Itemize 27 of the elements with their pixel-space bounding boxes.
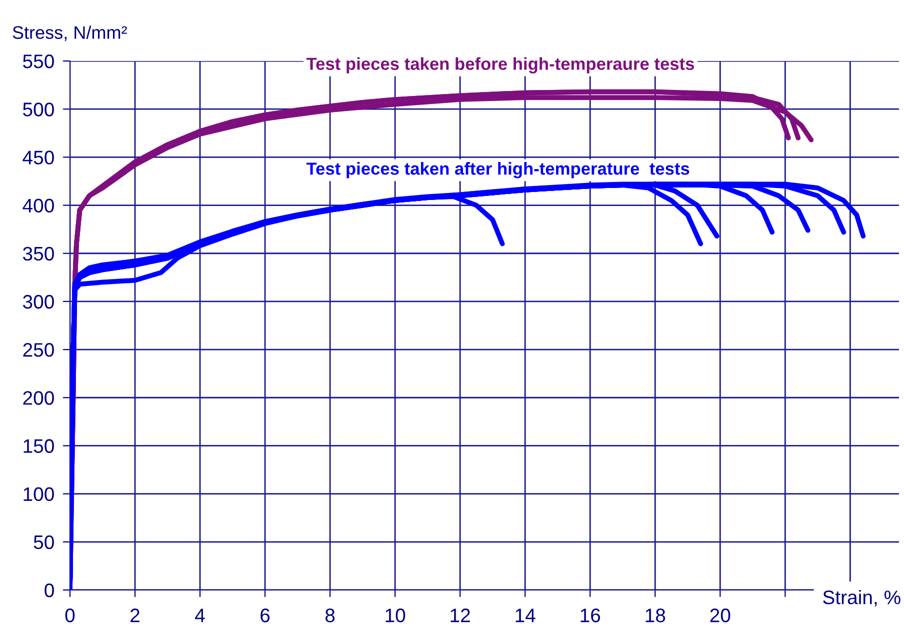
y-tick-label: 250 (23, 343, 54, 357)
y-tick-label: 400 (22, 198, 54, 213)
x-tick-label: 16 (580, 608, 600, 622)
x-tick-label: 20 (710, 608, 730, 622)
x-tick-label: 10 (386, 608, 406, 622)
y-tick-label: 500 (23, 102, 54, 116)
x-tick-label: 6 (260, 608, 270, 622)
y-tick-label: 200 (23, 391, 54, 405)
y-tick-label: 0 (44, 583, 54, 598)
x-axis-title: Strain, % (823, 590, 900, 607)
y-tick-label: 450 (22, 150, 54, 164)
y-tick-label: 550 (23, 54, 54, 68)
y-tick-label: 350 (22, 246, 54, 261)
x-tick-label: 0 (65, 608, 75, 622)
y-tick-label: 100 (24, 487, 54, 502)
x-tick-label: 8 (325, 608, 335, 622)
y-tick-label: 150 (24, 439, 54, 453)
x-tick-label: 12 (450, 608, 470, 622)
x-tick-label: 18 (646, 608, 666, 622)
y-tick-label: 50 (34, 535, 54, 550)
text: Test pieces taken after high-temperature tests (306, 162, 690, 178)
y-axis-title: Stress, N/mm² (12, 26, 127, 42)
x-tick-label: 4 (195, 608, 205, 622)
x-tick-label: 14 (516, 608, 536, 622)
series-label: Test pieces taken before high-temperaure tests (306, 57, 694, 74)
y-tick-label: 300 (22, 294, 54, 309)
x-tick-label: 2 (130, 608, 140, 622)
